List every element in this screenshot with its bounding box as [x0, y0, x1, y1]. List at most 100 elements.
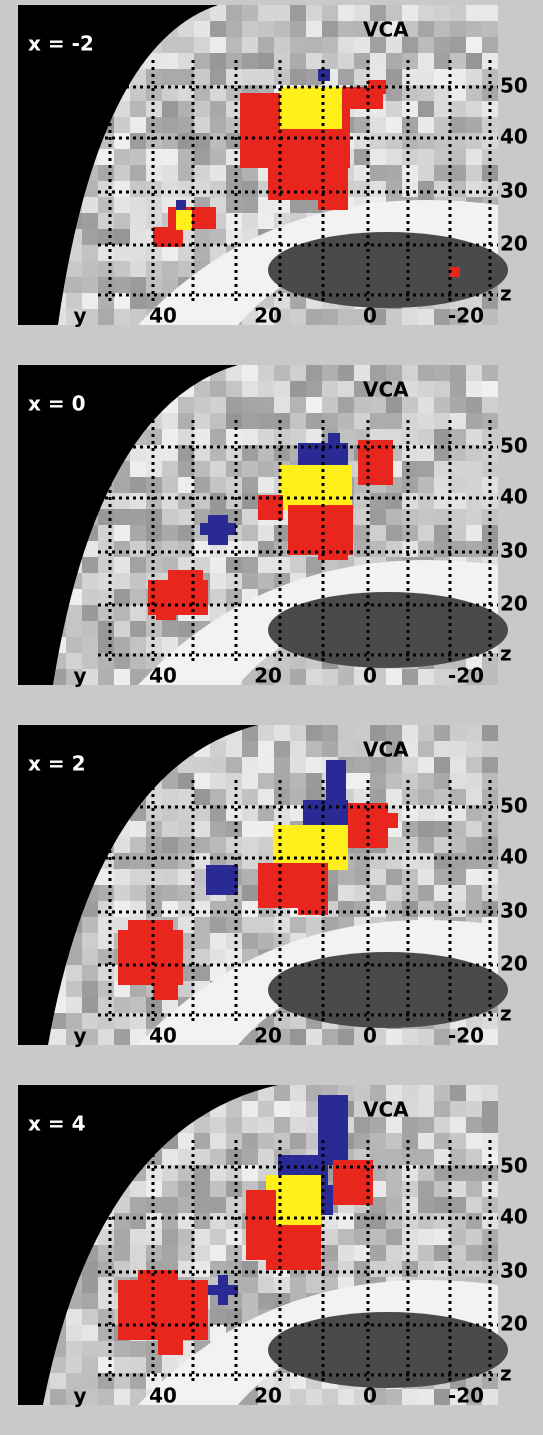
- voxel: [82, 213, 98, 229]
- voxel: [162, 837, 178, 853]
- voxel: [290, 1277, 306, 1293]
- voxel: [466, 461, 482, 477]
- voxel: [242, 429, 258, 445]
- voxel: [402, 381, 418, 397]
- voxel: [418, 53, 434, 69]
- voxel: [162, 509, 178, 525]
- voxel: [242, 413, 258, 429]
- voxel: [210, 949, 226, 965]
- voxel: [290, 197, 306, 213]
- axis-label: 30: [500, 899, 528, 923]
- voxel: [130, 85, 146, 101]
- voxel: [418, 5, 434, 21]
- voxel: [482, 1085, 498, 1101]
- voxel: [194, 1197, 210, 1213]
- voxel: [338, 669, 354, 685]
- voxel: [402, 37, 418, 53]
- voxel: [466, 309, 482, 325]
- voxel: [178, 429, 194, 445]
- voxel: [210, 429, 226, 445]
- voxel: [162, 445, 178, 461]
- axis-label: 40: [500, 845, 528, 869]
- voxel: [450, 397, 466, 413]
- voxel: [370, 757, 386, 773]
- axis-label: 30: [500, 539, 528, 563]
- voxel: [66, 981, 82, 997]
- voxel: [370, 541, 386, 557]
- voxel: [178, 1133, 194, 1149]
- voxel: [194, 21, 210, 37]
- voxel: [114, 1245, 130, 1261]
- voxel: [242, 901, 258, 917]
- voxel: [418, 509, 434, 525]
- voxel: [226, 133, 242, 149]
- voxel: [242, 69, 258, 85]
- voxel: [194, 101, 210, 117]
- voxel: [178, 53, 194, 69]
- voxel: [194, 149, 210, 165]
- voxel: [450, 837, 466, 853]
- axis-label: 40: [149, 664, 177, 688]
- voxel: [114, 557, 130, 573]
- voxel: [114, 869, 130, 885]
- voxel: [354, 1229, 370, 1245]
- voxel: [226, 445, 242, 461]
- activation: [153, 980, 178, 1000]
- voxel: [114, 277, 130, 293]
- voxel: [434, 789, 450, 805]
- voxel: [386, 1133, 402, 1149]
- voxel: [338, 429, 354, 445]
- voxel: [98, 509, 114, 525]
- voxel: [82, 917, 98, 933]
- voxel: [466, 1229, 482, 1245]
- voxel: [162, 621, 178, 637]
- voxel: [274, 397, 290, 413]
- voxel: [82, 981, 98, 997]
- voxel: [402, 1245, 418, 1261]
- voxel: [98, 1341, 114, 1357]
- voxel: [242, 509, 258, 525]
- voxel: [322, 725, 338, 741]
- voxel: [194, 1165, 210, 1181]
- voxel: [418, 477, 434, 493]
- voxel: [354, 413, 370, 429]
- voxel: [274, 1029, 290, 1045]
- voxel: [98, 869, 114, 885]
- voxel: [114, 853, 130, 869]
- voxel: [466, 21, 482, 37]
- voxel: [242, 541, 258, 557]
- voxel: [242, 381, 258, 397]
- voxel: [306, 1277, 322, 1293]
- voxel: [210, 181, 226, 197]
- voxel: [290, 1373, 306, 1389]
- voxel: [50, 1357, 66, 1373]
- voxel: [178, 1181, 194, 1197]
- voxel: [258, 541, 274, 557]
- voxel: [242, 789, 258, 805]
- voxel: [386, 509, 402, 525]
- voxel: [130, 133, 146, 149]
- voxel: [482, 381, 498, 397]
- voxel: [82, 573, 98, 589]
- voxel: [114, 1341, 130, 1357]
- voxel: [242, 477, 258, 493]
- voxel: [338, 37, 354, 53]
- voxel: [98, 1325, 114, 1341]
- voxel: [178, 885, 194, 901]
- voxel: [178, 773, 194, 789]
- voxel: [290, 1101, 306, 1117]
- voxel: [418, 1085, 434, 1101]
- voxel: [418, 525, 434, 541]
- voxel: [450, 509, 466, 525]
- axis-label: 20: [254, 304, 282, 328]
- voxel: [386, 725, 402, 741]
- activation: [200, 523, 236, 535]
- brain-panel: x = 2 VCA 50 40 30 20 z y 40 20 0 -20: [18, 725, 528, 1048]
- voxel: [178, 413, 194, 429]
- voxel: [466, 53, 482, 69]
- voxel: [450, 853, 466, 869]
- brain-panel: x = 4 VCA 50 40 30 20 z y 40 20 0 -20: [18, 1085, 528, 1408]
- voxel: [130, 1213, 146, 1229]
- voxel: [82, 901, 98, 917]
- axis-label: z: [500, 282, 512, 306]
